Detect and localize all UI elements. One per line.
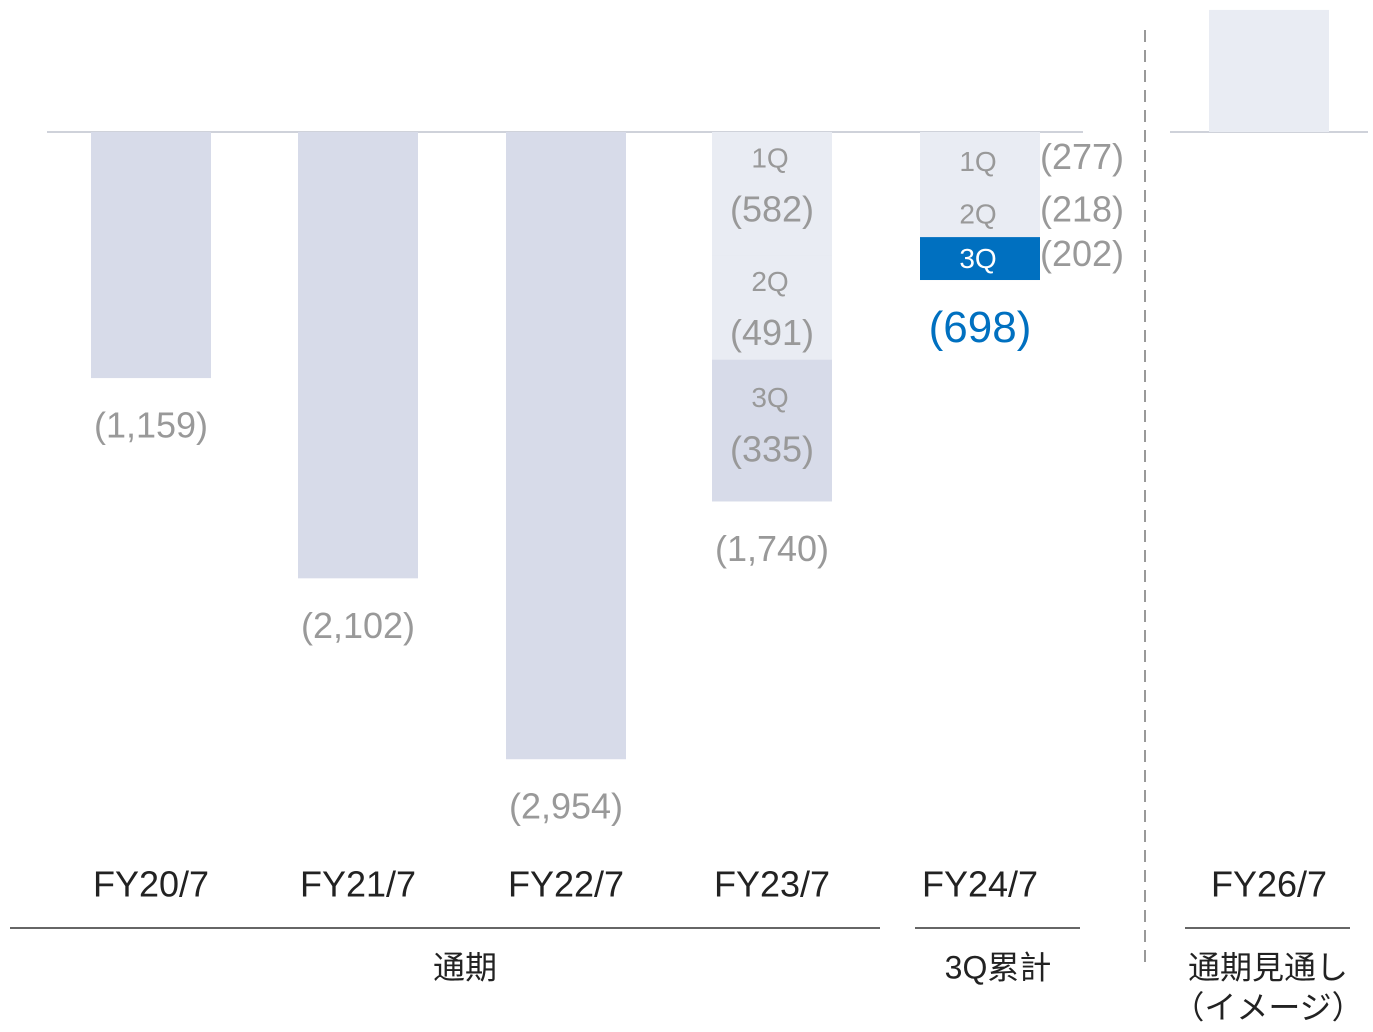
segment-value: (218)	[1040, 188, 1124, 229]
x-tick-label: FY24/7	[922, 864, 1038, 905]
group-label: 3Q累計	[945, 949, 1052, 985]
segment-name: 2Q	[751, 266, 788, 297]
segment-name: 1Q	[751, 142, 788, 173]
segment-name: 3Q	[751, 382, 788, 413]
x-tick-label: FY26/7	[1211, 864, 1327, 905]
segment-value: (335)	[730, 428, 814, 469]
segment-value: (202)	[1040, 233, 1124, 274]
group-label: 通期	[433, 949, 497, 985]
bar	[506, 132, 626, 760]
x-tick-label: FY22/7	[508, 864, 624, 905]
segment	[920, 132, 1040, 191]
bar	[298, 132, 418, 579]
segment-name: 2Q	[959, 198, 996, 229]
x-tick-label: FY20/7	[93, 864, 209, 905]
x-tick-label: FY21/7	[300, 864, 416, 905]
segment	[712, 359, 832, 431]
group-label: （イメージ）	[1172, 989, 1363, 1025]
segment-value: (582)	[730, 189, 814, 230]
value-label: (2,954)	[509, 786, 623, 827]
segment	[712, 255, 832, 360]
value-label: (1,740)	[715, 528, 829, 569]
segment	[920, 190, 1040, 238]
bar	[91, 132, 211, 379]
segment-name: 1Q	[959, 146, 996, 177]
segment	[920, 237, 1040, 280]
value-label: (2,102)	[301, 605, 415, 646]
x-tick-label: FY23/7	[714, 864, 830, 905]
segment-value: (277)	[1040, 136, 1124, 177]
value-label: (698)	[929, 303, 1032, 352]
value-label: (1,159)	[94, 405, 208, 446]
segment	[712, 132, 832, 256]
segment-name: 3Q	[959, 243, 996, 274]
segment-value: (491)	[730, 312, 814, 353]
bar	[1209, 9, 1329, 132]
group-label: 通期見通し	[1188, 949, 1348, 985]
